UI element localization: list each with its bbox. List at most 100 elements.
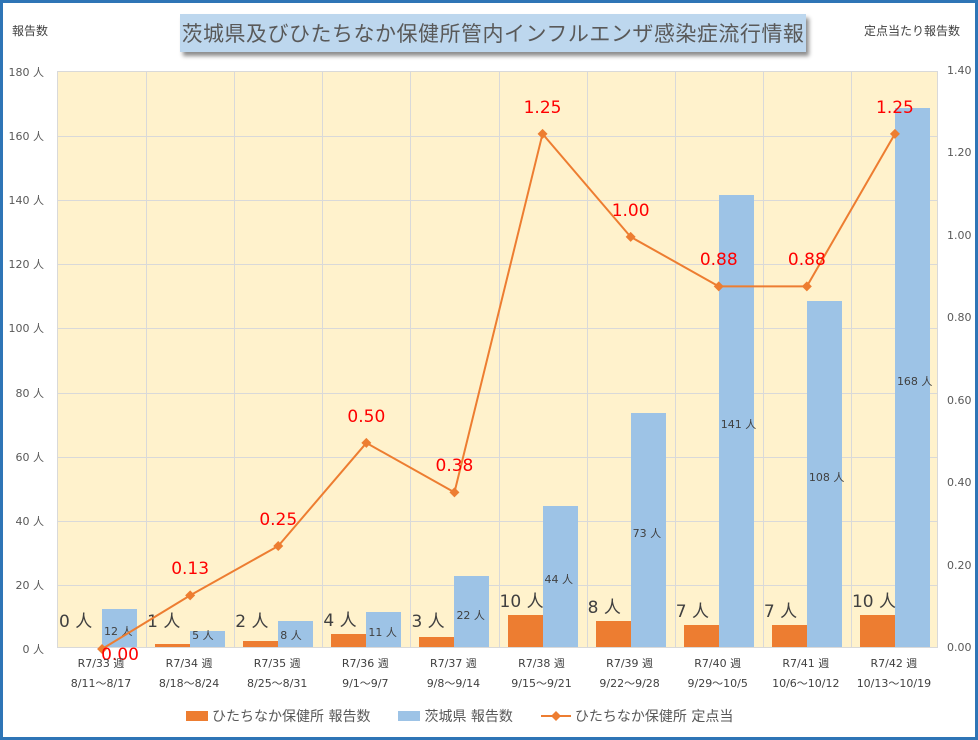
- vertical-gridline: [322, 72, 324, 647]
- vertical-gridline: [146, 72, 148, 647]
- per-sentinel-label: 1.00: [611, 200, 650, 221]
- x-category-label: R7/41 週 10/6〜10/12: [762, 654, 850, 694]
- ibaraki-count-bar: [542, 505, 578, 647]
- x-category-label: R7/35 週 8/25〜8/31: [233, 654, 321, 694]
- hitachinaka-count-bar: [155, 643, 191, 647]
- ibaraki-count-label: 8 人: [280, 629, 302, 642]
- date-range-label: 9/29〜10/5: [687, 677, 748, 690]
- ibaraki-count-label: 141 人: [720, 418, 757, 431]
- line-diamond-swatch-icon: [540, 711, 571, 721]
- x-category-label: R7/33 週 8/11〜8/17: [57, 654, 145, 694]
- week-label: R7/42 週: [870, 657, 918, 670]
- hitachinaka-count-bar: [243, 640, 279, 647]
- diamond-marker-icon: [273, 540, 284, 551]
- hitachinaka-count-label: 10 人: [499, 591, 544, 612]
- ibaraki-count-label: 22 人: [456, 608, 485, 622]
- ibaraki-count-bar: [454, 576, 490, 647]
- hitachinaka-count-bar: [507, 614, 543, 647]
- right-y-tick: 1.00: [947, 228, 972, 242]
- x-category-label: R7/34 週 8/18〜8/24: [145, 654, 233, 694]
- diamond-marker-icon: [625, 231, 636, 242]
- x-category-label: R7/42 週 10/13〜10/19: [850, 654, 938, 694]
- diamond-marker-icon: [361, 437, 372, 448]
- x-category-label: R7/38 週 9/15〜9/21: [498, 654, 586, 694]
- left-y-tick: 80 人: [15, 386, 45, 400]
- date-range-label: 8/11〜8/17: [70, 677, 132, 690]
- vertical-gridline: [586, 72, 588, 647]
- week-label: R7/39 週: [606, 657, 654, 670]
- hitachinaka-count-bar: [859, 614, 895, 647]
- legend-item-hitachinaka-per-sentinel: ひたちなか保健所 定点当: [540, 706, 734, 726]
- per-sentinel-label: 0.38: [435, 456, 474, 477]
- vertical-gridline: [850, 72, 852, 647]
- ibaraki-count-bar: [278, 621, 314, 647]
- hitachinaka-count-bar: [419, 637, 455, 647]
- vertical-gridline: [234, 72, 236, 647]
- per-sentinel-label: 0.00: [101, 645, 139, 665]
- diamond-marker-icon: [97, 644, 108, 654]
- right-y-tick: 0.00: [947, 641, 972, 654]
- week-label: R7/41 週: [782, 657, 830, 670]
- horizontal-gridline: [58, 584, 937, 586]
- chart-title: 茨城県及びひたちなか保健所管内インフルエンザ感染症流行情報: [180, 14, 806, 52]
- ibaraki-count-bar: [630, 413, 666, 647]
- right-y-tick: 1.20: [947, 146, 972, 160]
- ibaraki-count-label: 168 人: [896, 374, 933, 388]
- ibaraki-count-label: 44 人: [544, 573, 574, 587]
- week-label: R7/34 週: [165, 657, 213, 670]
- horizontal-gridline: [58, 136, 937, 138]
- ibaraki-count-label: 108 人: [808, 470, 845, 484]
- blue-bar-swatch-icon: [398, 711, 421, 721]
- date-range-label: 8/18〜8/24: [158, 677, 220, 690]
- right-y-tick: 1.40: [947, 64, 972, 77]
- per-sentinel-label: 0.13: [171, 559, 210, 580]
- per-sentinel-label: 1.25: [523, 97, 562, 118]
- legend-item-hitachinaka-count: ひたちなか保健所 報告数: [186, 706, 370, 726]
- legend-label: ひたちなか保健所 定点当: [574, 709, 734, 725]
- week-label: R7/33 週: [77, 657, 125, 670]
- date-range-label: 9/8〜9/14: [426, 677, 481, 690]
- ibaraki-count-bar: [894, 108, 930, 647]
- legend: ひたちなか保健所 報告数 茨城県 報告数 ひたちなか保健所 定点当: [186, 706, 733, 726]
- hitachinaka-count-bar: [595, 621, 631, 647]
- hitachinaka-count-bar: [331, 634, 367, 647]
- ibaraki-count-bar: [718, 195, 754, 647]
- vertical-gridline: [498, 72, 500, 647]
- diamond-marker-icon: [889, 128, 900, 139]
- week-label: R7/37 週: [429, 657, 477, 670]
- date-range-label: 9/15〜9/21: [511, 677, 572, 690]
- x-category-label: R7/37 週 9/8〜9/14: [409, 654, 497, 694]
- week-label: R7/40 週: [694, 657, 742, 670]
- hitachinaka-count-bar: [683, 624, 719, 647]
- week-label: R7/36 週: [341, 657, 389, 670]
- hitachinaka-count-label: 2 人: [235, 612, 269, 632]
- x-category-label: R7/36 週 9/1〜9/7: [321, 654, 409, 694]
- x-category-label: R7/40 週 9/29〜10/5: [674, 654, 762, 694]
- legend-label: ひたちなか保健所 報告数: [212, 709, 371, 725]
- left-y-tick: 140 人: [8, 194, 45, 208]
- hitachinaka-count-label: 10 人: [851, 591, 896, 612]
- hitachinaka-count-label: 7 人: [675, 601, 709, 622]
- left-y-tick: 40 人: [15, 514, 45, 528]
- diamond-marker-icon: [537, 128, 548, 139]
- horizontal-gridline: [58, 264, 937, 266]
- left-y-tick: 60 人: [15, 450, 45, 464]
- week-label: R7/38 週: [518, 657, 565, 670]
- left-y-tick: 160 人: [8, 130, 45, 144]
- diamond-marker-icon: [801, 281, 812, 292]
- left-y-tick: 120 人: [8, 258, 45, 272]
- x-category-label: R7/39 週 9/22〜9/28: [586, 654, 674, 694]
- date-range-label: 9/1〜9/7: [342, 677, 389, 690]
- hitachinaka-count-bar: [771, 624, 807, 647]
- horizontal-gridline: [58, 328, 937, 330]
- date-range-label: 9/22〜9/28: [599, 677, 660, 690]
- vertical-gridline: [762, 72, 764, 647]
- date-range-label: 10/13〜10/19: [856, 677, 932, 690]
- right-y-tick: 0.20: [947, 558, 972, 572]
- left-y-tick: 20 人: [15, 578, 45, 592]
- legend-item-ibaraki-count: 茨城県 報告数: [398, 706, 513, 726]
- week-label: R7/35 週: [253, 657, 301, 670]
- vertical-gridline: [674, 72, 676, 647]
- horizontal-gridline: [58, 456, 937, 458]
